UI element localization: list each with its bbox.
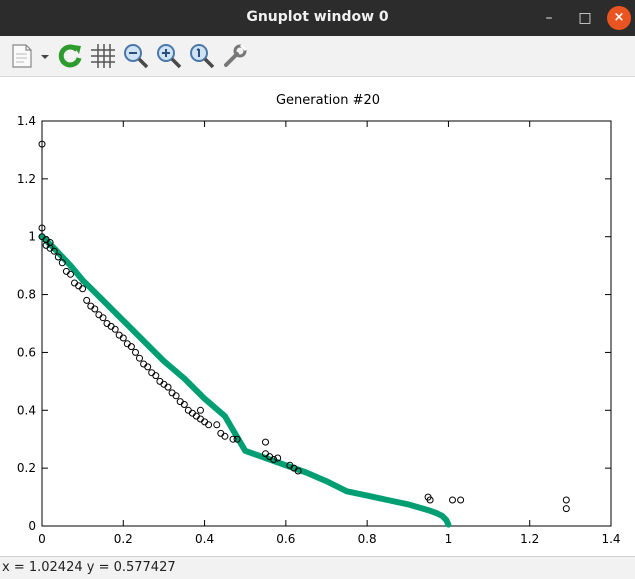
x-tick-label: 0 <box>38 532 46 546</box>
x-tick-label: 0.6 <box>276 532 295 546</box>
population-point <box>95 311 103 319</box>
population-point <box>172 392 180 400</box>
population-point <box>152 372 160 380</box>
population-point <box>71 279 78 287</box>
population-point <box>180 401 188 408</box>
cursor-coordinates: x = 1.02424 y = 0.577427 <box>2 560 176 575</box>
population-point <box>221 432 229 440</box>
y-tick-label: 0.2 <box>17 461 36 475</box>
population-point <box>233 435 241 443</box>
plot-frame <box>41 120 612 527</box>
population-point <box>140 360 148 368</box>
chart-title: Generation #20 <box>276 93 380 108</box>
y-tick-label: 0 <box>28 519 36 533</box>
population-point <box>229 435 237 443</box>
x-tick-label: 0.4 <box>195 532 214 546</box>
close-button[interactable]: × <box>607 6 631 30</box>
zoom-out-icon[interactable] <box>121 41 151 71</box>
y-tick-label: 1.4 <box>17 114 36 128</box>
maximize-button[interactable]: □ <box>578 10 592 26</box>
population-point <box>426 496 434 504</box>
y-tick-label: 1.2 <box>17 172 36 186</box>
population-point <box>274 454 282 462</box>
population-point <box>58 259 66 267</box>
y-tick-label: 0.4 <box>17 403 36 417</box>
zoom-in-icon[interactable] <box>154 41 184 71</box>
zoom-reset-icon[interactable] <box>187 41 217 71</box>
population-point <box>127 343 135 351</box>
population-point <box>103 320 111 327</box>
population-point <box>67 270 74 278</box>
status-bar: x = 1.02424 y = 0.577427 <box>0 556 635 579</box>
population-point <box>449 496 456 504</box>
population-point <box>205 421 213 429</box>
y-tick-label: 0.8 <box>17 288 36 302</box>
y-tick-label: 0.6 <box>17 345 36 359</box>
population-point <box>50 247 58 255</box>
population-point <box>115 331 123 339</box>
population-point <box>184 406 192 414</box>
copy-to-clipboard-icon[interactable] <box>8 41 38 71</box>
population-point <box>197 415 204 423</box>
x-tick-label: 1.4 <box>601 532 620 546</box>
population-point <box>38 224 46 232</box>
population-point <box>294 467 302 475</box>
settings-wrench-icon[interactable] <box>220 41 250 71</box>
replot-icon[interactable] <box>55 41 85 71</box>
population-point <box>62 267 70 275</box>
x-tick-label: 1.2 <box>520 532 539 546</box>
toolbar <box>0 36 635 77</box>
x-tick-label: 0.2 <box>114 532 133 546</box>
population-point <box>99 314 107 322</box>
population-point <box>457 496 465 504</box>
population-point <box>197 406 204 414</box>
population-point <box>54 253 62 261</box>
population-point <box>111 325 119 333</box>
title-bar: Gnuplot window 0 – □ × <box>0 0 635 36</box>
plot-area[interactable]: Generation #20 0 0.2 0.4 0.6 0.8 1 1.2 1.4 0 0.2 0… <box>0 77 635 556</box>
pareto-front-line <box>39 233 452 528</box>
population-point <box>562 496 570 504</box>
population-point <box>562 505 570 513</box>
population-point <box>262 438 269 446</box>
x-tick-label: 1 <box>445 532 453 546</box>
population-point <box>176 398 184 406</box>
minimize-button[interactable]: – <box>545 10 553 26</box>
scatter-chart: Generation #20 0 0.2 0.4 0.6 0.8 1 1.2 1.4 0 0.2 0… <box>17 93 621 546</box>
population-point <box>119 334 127 342</box>
population-point <box>217 429 225 437</box>
x-tick-label: 0.8 <box>358 532 377 546</box>
population-point <box>132 348 139 356</box>
y-tick-label: 1 <box>28 230 36 244</box>
population-point <box>38 140 46 148</box>
population-point <box>148 369 156 377</box>
population-point <box>83 296 91 304</box>
window-title: Gnuplot window 0 <box>246 9 389 25</box>
population-point <box>107 322 115 330</box>
grid-icon[interactable] <box>88 41 118 71</box>
population-point <box>144 363 152 371</box>
population-point <box>91 305 99 313</box>
population-point <box>136 354 143 362</box>
population-point <box>213 421 221 429</box>
population-point <box>164 383 172 391</box>
population-point <box>270 456 278 463</box>
dropdown-arrow-icon[interactable] <box>38 41 52 71</box>
population-point <box>79 285 87 293</box>
